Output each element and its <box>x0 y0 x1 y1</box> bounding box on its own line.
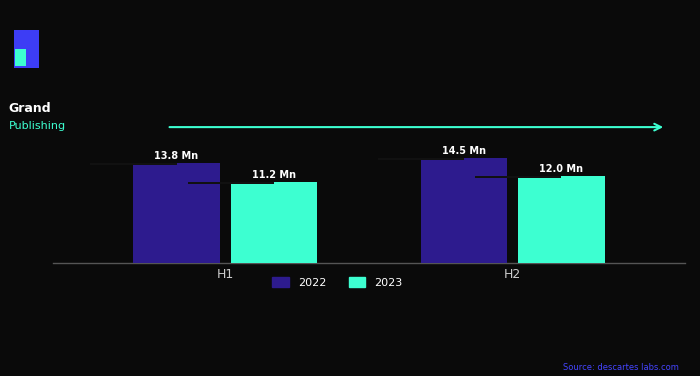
Bar <box>15 49 27 66</box>
Text: 14.5 Mn: 14.5 Mn <box>442 146 486 156</box>
Bar <box>188 182 274 184</box>
Text: Grand: Grand <box>8 102 51 115</box>
Bar <box>377 158 464 160</box>
Bar <box>421 158 507 263</box>
Bar <box>231 182 317 263</box>
Text: 13.8 Mn: 13.8 Mn <box>155 152 199 161</box>
Bar <box>519 176 605 263</box>
Text: Publishing: Publishing <box>8 121 66 131</box>
Text: 12.0 Mn: 12.0 Mn <box>540 164 584 174</box>
Bar <box>134 163 220 263</box>
Bar <box>90 163 176 165</box>
Text: 11.2 Mn: 11.2 Mn <box>252 170 296 180</box>
Legend: 2022, 2023: 2022, 2023 <box>268 272 407 292</box>
Bar <box>475 176 561 178</box>
Text: Source: descartes labs.com: Source: descartes labs.com <box>563 363 679 372</box>
